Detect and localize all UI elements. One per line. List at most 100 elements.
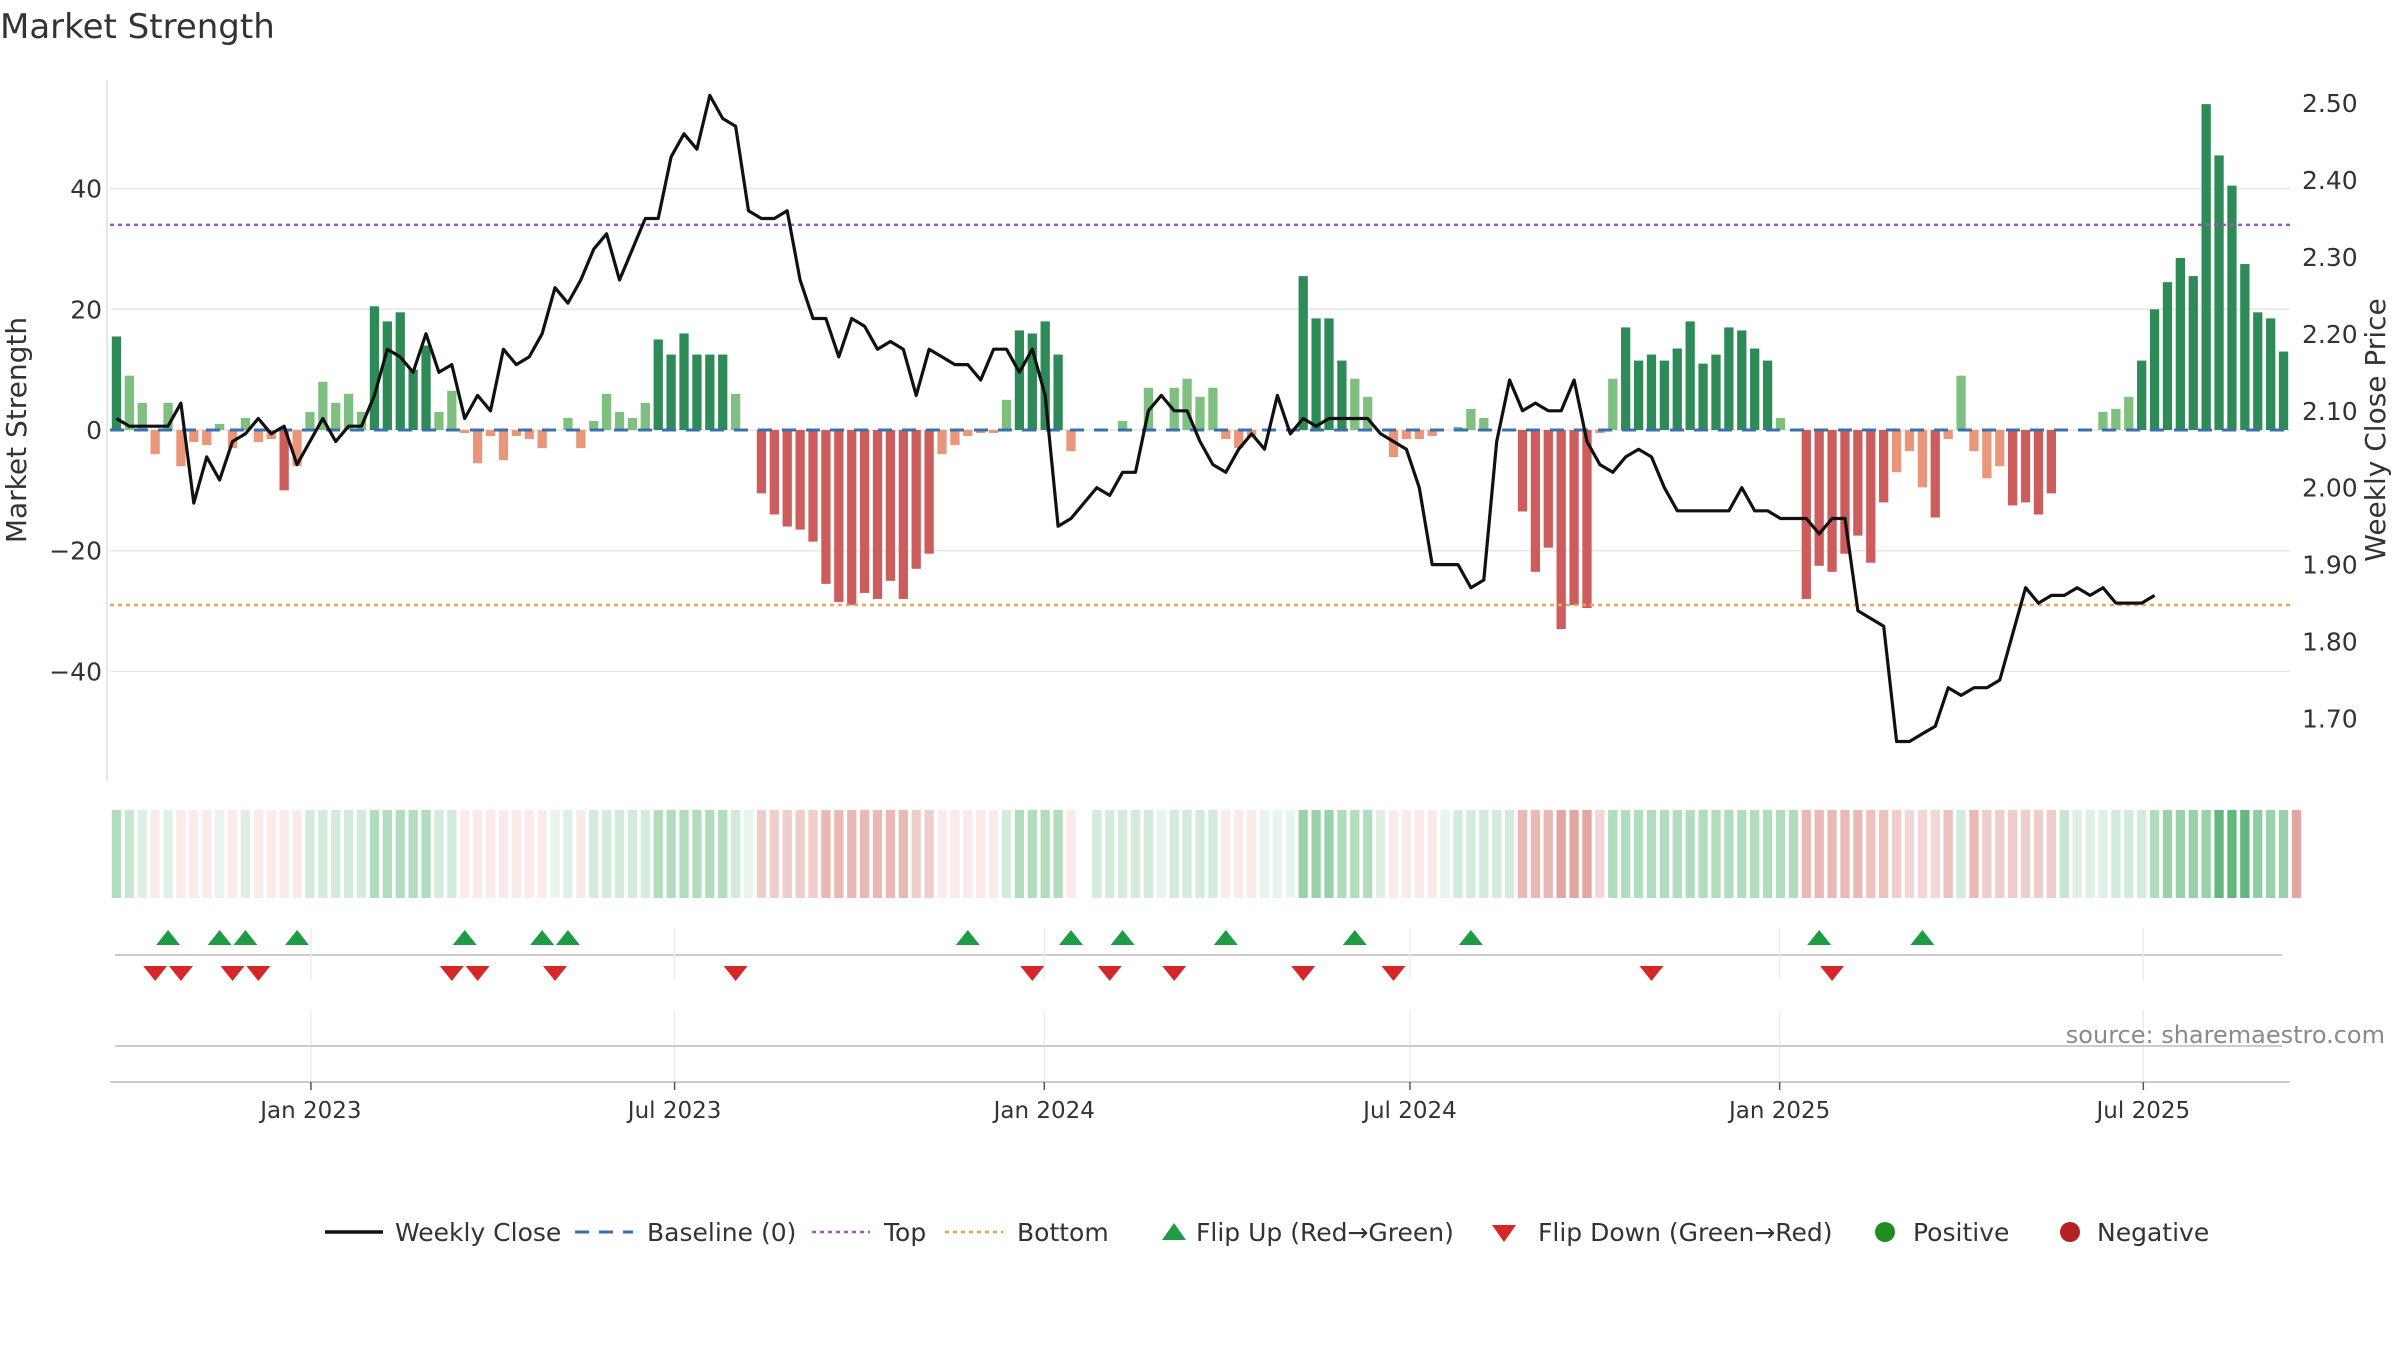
regime-band-cell [963, 810, 973, 898]
strength-bar [2098, 411, 2108, 430]
strength-bar [834, 430, 844, 602]
legend-item: Flip Down (Green→Red) [1492, 1218, 1833, 1247]
flip-down-marker [168, 966, 193, 981]
strength-bar [1866, 430, 1876, 563]
strength-bar [872, 430, 883, 599]
flip-up-marker [530, 930, 555, 945]
regime-band-cell [253, 810, 263, 898]
strength-bar [1904, 430, 1915, 452]
regime-band-cell [2149, 810, 2160, 898]
strength-bar [537, 430, 547, 449]
legend-item: Flip Up (Red→Green) [1162, 1218, 1454, 1247]
regime-band-cell [1105, 810, 1115, 898]
regime-band-cell [498, 810, 509, 898]
strength-bar [163, 402, 173, 430]
regime-band-cell [279, 810, 289, 898]
strength-bar [601, 393, 612, 430]
legend-label: Top [883, 1218, 926, 1247]
strength-bar [1311, 318, 1321, 430]
regime-band-cell [1646, 810, 1657, 898]
reference-lines [110, 223, 2290, 607]
legend-item: Positive [1875, 1218, 2009, 1247]
regime-band-cell [627, 810, 638, 898]
legend-item: Top [812, 1218, 926, 1247]
flip-up-marker [1059, 930, 1084, 945]
y-axis-label-right: Weekly Close Price [2359, 298, 2392, 561]
strength-bar [1388, 430, 1399, 458]
regime-band-cell [2291, 810, 2302, 898]
legend-label: Weekly Close [395, 1218, 561, 1247]
y-tick-label-left: −40 [49, 657, 102, 686]
strength-bar [1956, 375, 1966, 430]
regime-band-cell [1001, 810, 1012, 898]
regime-band-cell [563, 810, 573, 898]
strength-bar [305, 411, 315, 430]
regime-band-cell [1556, 810, 1566, 898]
flip-down-marker [543, 966, 568, 981]
regime-band-cell [1259, 810, 1270, 898]
strength-bar [718, 354, 728, 430]
regime-band-cell [2227, 810, 2237, 898]
strength-bar [859, 430, 870, 593]
regime-band-cell [1827, 810, 1837, 898]
regime-band-cell [1040, 810, 1050, 898]
regime-band-cell [1595, 810, 1605, 898]
regime-band-cell [756, 810, 767, 898]
regime-band-cell [1840, 810, 1850, 898]
strength-bar [847, 430, 857, 605]
strength-bar [1053, 354, 1063, 430]
regime-band-cell [1401, 810, 1412, 898]
regime-band-cell [1530, 810, 1541, 898]
strength-bar [2253, 312, 2263, 430]
strength-bar [2227, 185, 2237, 430]
strength-bar [1698, 363, 1708, 430]
strength-bar [1930, 430, 1940, 518]
regime-band-cell [1504, 810, 1515, 898]
strength-bar [1595, 430, 1605, 434]
strength-bar [1750, 348, 1760, 430]
strength-bar [795, 430, 805, 530]
strength-bar [1337, 360, 1347, 430]
regime-band-cell [898, 810, 908, 898]
regime-band-cell [305, 810, 315, 898]
legend-label: Baseline (0) [647, 1218, 796, 1247]
flip-markers [115, 928, 2282, 981]
strength-bar [189, 430, 199, 443]
x-axis: Jan 2023 Jul 2023 Jan 2024 Jul 2024 Jan 2025… [258, 1082, 2190, 1124]
regime-band-cell [1788, 810, 1799, 898]
strength-bar [2111, 408, 2121, 430]
flip-down-marker [439, 966, 464, 981]
strength-bar [356, 411, 367, 430]
regime-band-cell [950, 810, 960, 898]
regime-band-cell [1246, 810, 1257, 898]
strength-bar [898, 430, 908, 599]
regime-band-cell [1324, 810, 1334, 898]
strength-bar [1917, 430, 1928, 488]
regime-band-cell [1543, 810, 1553, 898]
strength-bar [253, 430, 263, 443]
y-tick-label-left: 40 [70, 175, 102, 204]
regime-band-cell [137, 810, 147, 898]
strength-bar [434, 411, 444, 430]
strength-bar [472, 430, 483, 464]
regime-band-cell [1943, 810, 1953, 898]
flip-up-marker [207, 930, 232, 945]
regime-band-cell [1195, 810, 1205, 898]
regime-band-cell [1143, 810, 1154, 898]
regime-band-cell [640, 810, 650, 898]
regime-band-cell [1414, 810, 1424, 898]
flip-down-marker [220, 966, 245, 981]
strength-bar [576, 430, 586, 449]
strength-bar [2137, 360, 2147, 430]
strength-bar [1027, 333, 1037, 430]
strength-bar [885, 430, 896, 581]
regime-band-cell [2266, 810, 2276, 898]
regime-band-cell [1633, 810, 1644, 898]
regime-band-cell [601, 810, 612, 898]
strength-bar [1234, 430, 1244, 449]
strength-bar [692, 354, 702, 430]
strength-bar [421, 345, 431, 430]
legend-swatch-dot [1875, 1222, 1895, 1242]
x-tick-label: Jan 2025 [1727, 1098, 1830, 1124]
x-tick-label: Jul 2025 [2095, 1098, 2191, 1124]
